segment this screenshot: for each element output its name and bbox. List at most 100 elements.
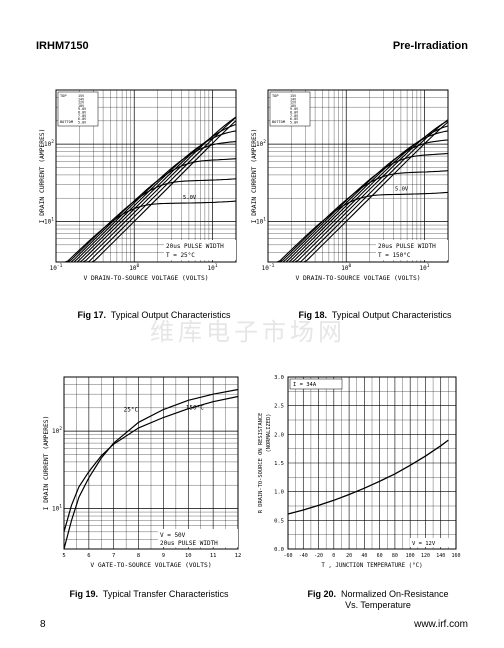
legend-bottom-label: BOTTOM: [272, 120, 286, 124]
x-tick-label: 8: [137, 553, 140, 559]
part-number: IRHM7150: [36, 40, 89, 52]
y-tick-label: 2.0: [274, 432, 284, 438]
legend-vgs-4: 9.0V: [290, 107, 298, 111]
legend-vgs-1: 14V: [78, 97, 84, 101]
fig20-caption-text: Normalized On-Resistance: [340, 589, 449, 599]
fig19-caption-number: Fig 19.: [69, 589, 99, 599]
y-axis-label-2: (NORMALIZED): [266, 414, 272, 453]
legend-vgs-6: 7.0V: [290, 114, 298, 118]
series-25c-label: 25°C: [124, 406, 139, 413]
x-tick-label: 100: [341, 263, 351, 272]
fig18-caption-number: Fig 18.: [298, 310, 328, 320]
series-7-0V-line: [56, 158, 237, 263]
x-tick-label: 100: [406, 553, 415, 559]
lowest-curve-label: 5.0V: [183, 195, 197, 201]
pulse-width-note: 20us PULSE WIDTH: [378, 243, 436, 250]
y-tick-label: 0.0: [274, 547, 284, 553]
legend-vgs-5: 8.0V: [290, 111, 298, 115]
x-tick-label: 60: [377, 553, 383, 559]
x-tick-label: 10: [185, 553, 192, 559]
legend-vgs-8: 5.0V: [290, 120, 298, 124]
legend-vgs-8: 5.0V: [78, 120, 86, 124]
legend-box: [57, 91, 99, 127]
x-tick-label: 160: [451, 553, 460, 559]
fig19-caption-text: Typical Transfer Characteristics: [102, 589, 229, 599]
note-box: [376, 240, 448, 260]
lowest-curve-label: 5.0V: [395, 186, 409, 192]
temperature-note: T = 25°C: [166, 252, 195, 259]
section-title: Pre-Irradiation: [392, 40, 468, 52]
series-5-0V-line: [56, 200, 237, 263]
rds-on-line: [287, 439, 449, 515]
y-axis-label: R DRAIN-TO-SOURCE ON RESISTANCE: [258, 413, 264, 514]
x-tick-label: 11: [210, 553, 217, 559]
y-axis-label: I DRAIN CURRENT (AMPERES): [39, 129, 46, 224]
y-tick-label: 101: [52, 504, 62, 513]
legend-vgs-6: 7.0V: [78, 114, 86, 118]
fig17-caption-number: Fig 17.: [77, 310, 107, 320]
note-box: [164, 240, 236, 260]
fig19-caption: Fig 19. Typical Transfer Characteristics: [44, 589, 254, 600]
legend-top-label: TOP: [272, 94, 279, 98]
series-8-0V-line: [268, 139, 449, 263]
x-tick-label: 10-1: [262, 263, 275, 272]
series-9-0V-line: [268, 130, 449, 263]
vgs-label: V = 12V: [412, 541, 436, 547]
legend-vgs-5: 8.0V: [78, 111, 86, 115]
legend-vgs-1: 14V: [290, 97, 296, 101]
temperature-note: T = 150°C: [378, 252, 411, 259]
pulse-width-note: 20us PULSE WIDTH: [160, 540, 218, 547]
x-tick-label: 7: [112, 553, 115, 559]
legend-top-label: TOP: [60, 94, 67, 98]
y-tick-label: 1.0: [274, 490, 284, 496]
x-axis-label: V DRAIN-TO-SOURCE VOLTAGE (VOLTS): [83, 275, 208, 282]
x-tick-label: 140: [436, 553, 445, 559]
x-tick-label: 12: [235, 553, 242, 559]
id-label-box: [289, 378, 343, 390]
series-5-0V-line: [268, 191, 449, 263]
series-9-0V-line: [56, 130, 237, 263]
legend-vgs-2: 12V: [290, 101, 296, 105]
x-tick-label: 80: [392, 553, 398, 559]
fig18-caption: Fig 18. Typical Output Characteristics: [280, 310, 470, 321]
y-axis-label: I DRAIN CURRENT (AMPERES): [251, 129, 258, 224]
y-tick-label: 101: [44, 217, 54, 226]
x-tick-label: 40: [361, 553, 367, 559]
vds-note: V = 50V: [160, 532, 186, 539]
y-tick-label: 102: [44, 139, 54, 148]
x-tick-label: 0: [332, 553, 335, 559]
note-box: [158, 529, 238, 547]
pulse-width-note: 20us PULSE WIDTH: [166, 243, 224, 250]
y-axis-label: I DRAIN CURRENT (AMPERES): [43, 416, 50, 511]
x-tick-label: 120: [421, 553, 430, 559]
x-tick-label: 101: [207, 263, 217, 272]
fig18-chart: TOPBOTTOM15V14V12V10V9.0V8.0V7.0V6.0V5.0…: [251, 89, 449, 282]
site-url: www.irf.com: [414, 619, 468, 630]
y-tick-label: 102: [52, 426, 62, 435]
series-7-0V-line: [268, 152, 449, 263]
y-tick-label: 102: [256, 139, 266, 148]
x-tick-label: -40: [299, 553, 308, 559]
x-tick-label: 6: [87, 553, 90, 559]
y-tick-label: 101: [256, 217, 266, 226]
drain-current-label: I = 34A: [293, 382, 317, 388]
x-tick-label: -20: [314, 553, 323, 559]
plot-frame: [63, 376, 239, 550]
watermark: 维库电子市场网: [150, 318, 346, 346]
y-tick-label: 1.5: [274, 461, 284, 467]
series-0-line: [63, 388, 239, 550]
fig18-caption-text: Typical Output Characteristics: [331, 310, 452, 320]
x-tick-label: 9: [162, 553, 165, 559]
series-12V-line: [268, 120, 449, 263]
y-tick-label: 3.0: [274, 375, 284, 381]
x-tick-label: -60: [283, 553, 292, 559]
legend-vgs-7: 6.0V: [290, 117, 298, 121]
x-axis-label: V DRAIN-TO-SOURCE VOLTAGE (VOLTS): [295, 275, 420, 282]
y-tick-label: 2.5: [274, 404, 284, 410]
legend-vgs-2: 12V: [78, 101, 84, 105]
legend-bottom-label: BOTTOM: [60, 120, 74, 124]
y-tick-label: 0.5: [274, 518, 284, 524]
legend-vgs-4: 9.0V: [78, 107, 86, 111]
fig20-caption-text-2: Vs. Temperature: [345, 600, 411, 610]
